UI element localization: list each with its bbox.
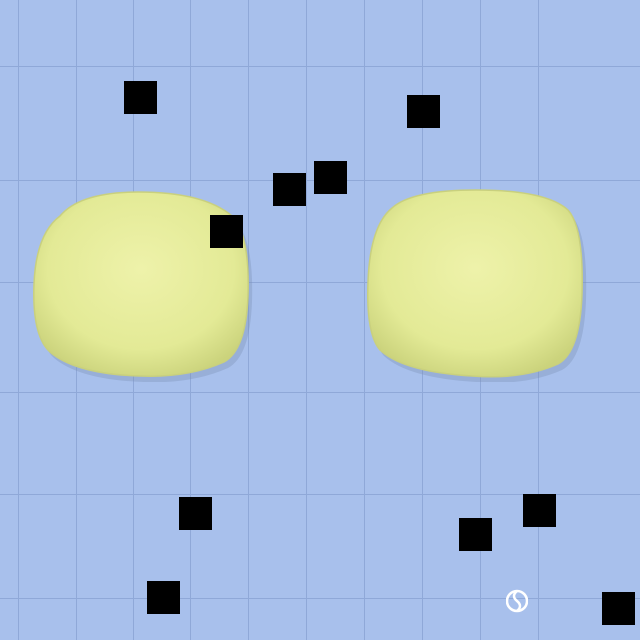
redaction-box (314, 161, 347, 194)
grid-line (0, 392, 640, 393)
grid-line (364, 0, 365, 640)
ministry-logo-icon (506, 589, 528, 613)
grid-line (0, 494, 640, 495)
grid-line (0, 282, 640, 283)
redaction-box (523, 494, 556, 527)
grid-line (248, 0, 249, 640)
redaction-box (210, 215, 243, 248)
redaction-box (459, 518, 492, 551)
pill-front (33, 191, 253, 382)
grid-line (0, 598, 640, 599)
pill-back (367, 189, 587, 382)
redaction-box (179, 497, 212, 530)
redaction-box (407, 95, 440, 128)
grid-line (18, 0, 19, 640)
redaction-box (147, 581, 180, 614)
grid-line (306, 0, 307, 640)
redaction-box (273, 173, 306, 206)
redaction-box (124, 81, 157, 114)
redaction-box (602, 592, 635, 625)
grid-line (0, 66, 640, 67)
